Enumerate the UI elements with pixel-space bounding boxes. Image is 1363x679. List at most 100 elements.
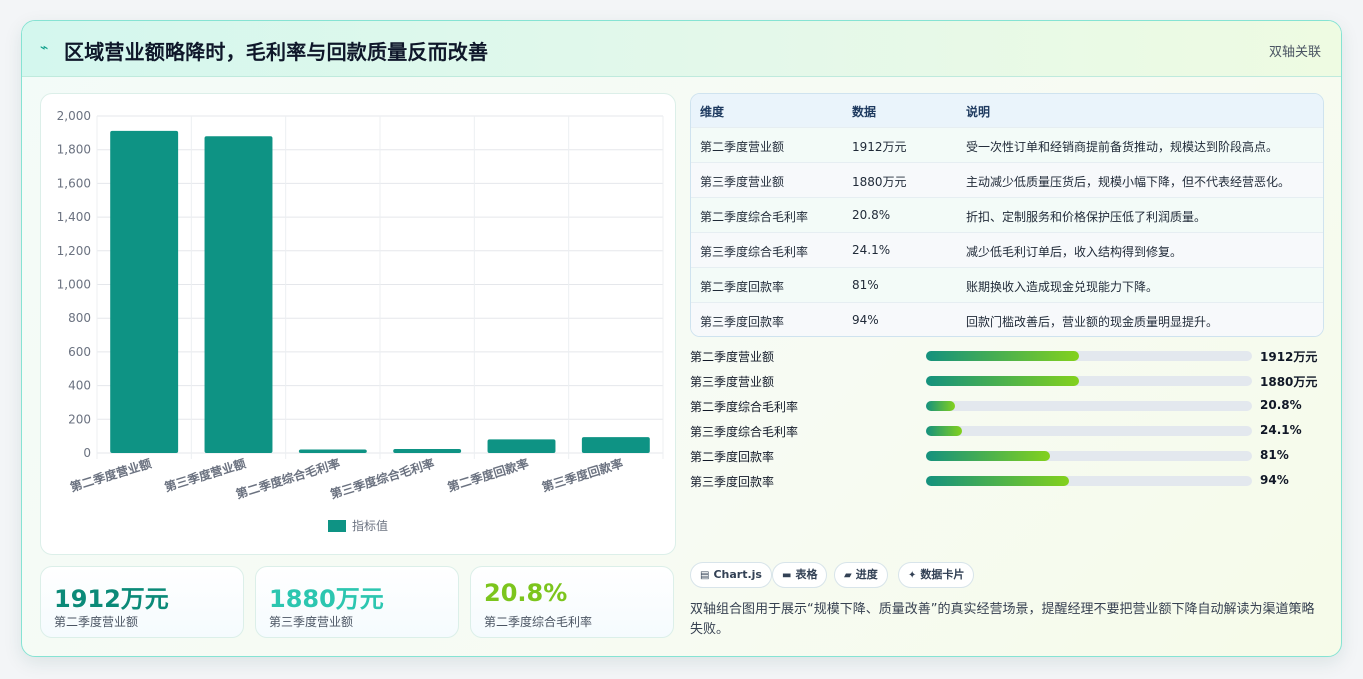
x-tick-label: 第三季度综合毛利率 (328, 456, 436, 502)
bolt-icon: ⌁ (40, 40, 49, 56)
progress-row: 第二季度回款率 81% (690, 447, 1324, 465)
progress-row: 第二季度营业额 1912万元 (690, 347, 1324, 365)
table-cell: 第二季度营业额 (700, 140, 785, 154)
table-cell: 20.8% (852, 208, 891, 222)
bar (487, 439, 556, 453)
chip-chartjs[interactable]: ▤ Chart.js (690, 562, 772, 588)
table-header-cell: 说明 (966, 105, 991, 119)
table-cell: 回款门槛改善后，营业额的现金质量明显提升。 (966, 315, 1219, 329)
y-tick-label: 800 (68, 311, 91, 325)
y-tick-label: 400 (68, 379, 91, 393)
progress-value: 1912万元 (1260, 350, 1318, 364)
table-row: 第三季度综合毛利率 24.1% 减少低毛利订单后，收入结构得到修复。 (691, 232, 1323, 267)
progress-fill (926, 476, 1070, 486)
chip-label: 表格 (795, 568, 818, 581)
chip-progress[interactable]: ▰ 进度 (834, 562, 888, 588)
progress-row: 第三季度营业额 1880万元 (690, 372, 1324, 390)
progress-fill (926, 426, 962, 436)
progress-track (926, 376, 1252, 386)
progress-track (926, 351, 1252, 361)
table-cell: 第三季度回款率 (700, 315, 785, 329)
y-tick-label: 1,000 (57, 278, 91, 292)
legend-swatch (328, 520, 346, 532)
chart-note: 双轴组合图用于展示“规模下降、质量改善”的真实经营场景，提醒经理不要把营业额下降… (690, 602, 1315, 637)
table-cell: 账期换收入造成现金兑现能力下降。 (966, 280, 1159, 294)
page-title: 区域营业额略降时，毛利率与回款质量反而改善 (64, 40, 489, 64)
kpi-value: 1880万元 (269, 585, 384, 613)
table-cell: 主动减少低质量压货后，规模小幅下降，但不代表经营恶化。 (966, 175, 1291, 189)
chip-label: 进度 (855, 568, 878, 581)
table-cell: 受一次性订单和经销商提前备货推动，规模达到阶段高点。 (966, 140, 1279, 154)
progress-track (926, 476, 1252, 486)
progress-track (926, 426, 1252, 436)
kpi-value: 20.8% (484, 579, 568, 607)
x-tick-label: 第二季度综合毛利率 (234, 456, 342, 502)
sparkle-icon: ✦ (908, 570, 917, 581)
y-tick-label: 1,600 (57, 176, 91, 190)
kpi-card: 20.8% 第二季度综合毛利率 (470, 566, 674, 638)
kpi-card: 1912万元 第二季度营业额 (40, 566, 244, 638)
kpi-value: 1912万元 (54, 585, 169, 613)
y-tick-label: 0 (83, 446, 91, 460)
progress-fill (926, 351, 1080, 361)
kpi-label: 第三季度营业额 (269, 615, 354, 629)
progress-row: 第二季度综合毛利率 20.8% (690, 397, 1324, 415)
legend-label: 指标值 (352, 518, 388, 533)
progress-row: 第三季度综合毛利率 24.1% (690, 422, 1324, 440)
y-tick-label: 2,000 (57, 109, 91, 123)
chip-table[interactable]: ▬ 表格 (772, 562, 828, 588)
table-header-row: 维度 数据 说明 (691, 94, 1323, 127)
table-row: 第三季度回款率 94% 回款门槛改善后，营业额的现金质量明显提升。 (691, 302, 1323, 336)
table-row: 第二季度综合毛利率 20.8% 折扣、定制服务和价格保护压低了利润质量。 (691, 197, 1323, 232)
progress-label: 第二季度综合毛利率 (690, 400, 799, 414)
progress-value: 81% (1260, 448, 1289, 462)
y-tick-label: 200 (68, 412, 91, 426)
progress-value: 94% (1260, 473, 1289, 487)
table-icon: ▬ (782, 570, 792, 581)
y-tick-label: 1,800 (57, 143, 91, 157)
chart-icon: ▤ (700, 570, 710, 581)
table-header-cell: 维度 (700, 105, 725, 119)
table-cell: 减少低毛利订单后，收入结构得到修复。 (966, 245, 1183, 259)
x-tick-label: 第二季度回款率 (446, 456, 531, 495)
x-tick-label: 第三季度回款率 (540, 456, 625, 495)
data-table: 维度 数据 说明 第二季度营业额 1912万元 受一次性订单和经销商提前备货推动… (690, 93, 1324, 337)
y-tick-label: 600 (68, 345, 91, 359)
progress-value: 24.1% (1260, 423, 1302, 437)
table-cell: 第三季度综合毛利率 (700, 245, 809, 259)
bar (581, 437, 650, 453)
chip-label: Chart.js (713, 568, 762, 581)
table-cell: 1880万元 (852, 175, 907, 189)
progress-fill (926, 451, 1050, 461)
bar-chart-panel: 0 200 400 600 800 1,000 1,200 1,400 1,600 1,800 2,… (40, 93, 676, 555)
bar (110, 130, 179, 453)
progress-track (926, 401, 1252, 411)
progress-value: 20.8% (1260, 398, 1302, 412)
progress-label: 第三季度营业额 (690, 375, 775, 389)
progress-label: 第三季度回款率 (690, 475, 775, 489)
bar (204, 136, 273, 453)
kpi-label: 第二季度营业额 (54, 615, 139, 629)
dashboard-card: ⌁ 区域营业额略降时，毛利率与回款质量反而改善 双轴关联 0 200 400 600 8… (21, 20, 1342, 657)
table-cell: 24.1% (852, 243, 891, 257)
table-header-cell: 数据 (852, 105, 877, 119)
header-tag: 双轴关联 (1268, 45, 1321, 60)
chip-label: 数据卡片 (920, 568, 965, 581)
table-row: 第三季度营业额 1880万元 主动减少低质量压货后，规模小幅下降，但不代表经营恶… (691, 162, 1323, 197)
progress-label: 第二季度营业额 (690, 350, 775, 364)
y-tick-label: 1,200 (57, 244, 91, 258)
bar-chart: 0 200 400 600 800 1,000 1,200 1,400 1,600 1,800 2,… (57, 109, 664, 533)
table-cell: 第二季度回款率 (700, 280, 785, 294)
kpi-card: 1880万元 第三季度营业额 (255, 566, 459, 638)
table-cell: 第三季度营业额 (700, 175, 785, 189)
progress-label: 第二季度回款率 (690, 450, 775, 464)
chip-data-card[interactable]: ✦ 数据卡片 (898, 562, 975, 588)
table-cell: 81% (852, 278, 879, 292)
table-cell: 94% (852, 313, 879, 327)
table-cell: 1912万元 (852, 140, 907, 154)
x-tick-label: 第二季度营业额 (68, 456, 153, 495)
progress-label: 第三季度综合毛利率 (690, 425, 799, 439)
kpi-label: 第二季度综合毛利率 (484, 615, 593, 629)
progress-fill (926, 376, 1080, 386)
table-cell: 折扣、定制服务和价格保护压低了利润质量。 (966, 210, 1207, 224)
